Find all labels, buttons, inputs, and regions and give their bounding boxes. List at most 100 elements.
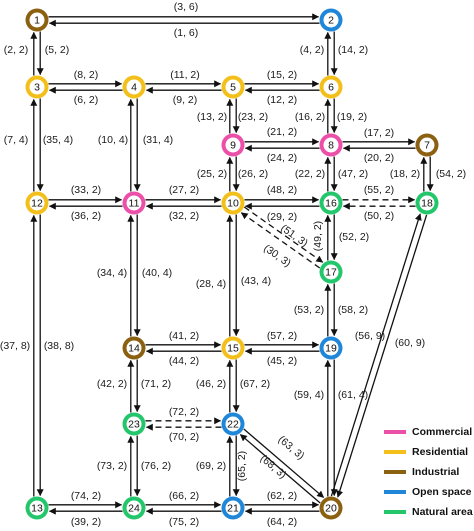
node-label: 10	[227, 197, 239, 209]
link-label-12-to-11: (33, 2)	[71, 184, 101, 196]
legend-swatch	[384, 450, 406, 454]
node-4: 4	[122, 75, 146, 99]
node-12: 12	[25, 191, 49, 215]
link-label-18-to-20: (60, 9)	[395, 337, 425, 349]
link-label-10-to-9: (26, 2)	[238, 168, 268, 180]
link-label-13-to-24: (39, 2)	[71, 516, 101, 528]
link-label-11-to-12: (36, 2)	[71, 210, 101, 222]
link-label-5-to-4: (11, 2)	[170, 69, 200, 81]
node-label: 23	[128, 418, 140, 430]
link-label-14-to-11: (40, 4)	[142, 267, 172, 279]
link-label-24-to-23: (76, 2)	[141, 460, 171, 472]
links-layer: (3, 6) (1, 6) (2, 2) (5, 2) (4, 2) (14, 2) (8,…	[0, 1, 466, 528]
node-8: 8	[319, 133, 343, 157]
link-label-10-to-16: (29, 2)	[267, 211, 297, 223]
link-label-13-to-12: (38, 8)	[44, 340, 74, 352]
node-23: 23	[122, 412, 146, 436]
link-label-1-to-3: (2, 2)	[4, 44, 29, 56]
node-label: 15	[227, 342, 239, 354]
link-label-15-to-19: (45, 2)	[267, 355, 297, 367]
legend-label: Industrial	[412, 466, 459, 478]
legend-item-open-space: Open space	[384, 486, 472, 498]
node-label: 14	[128, 342, 140, 354]
legend: Commercial Residential Industrial Open spac…	[384, 426, 473, 518]
legend-swatch	[384, 430, 406, 434]
link-label-14-to-15: (44, 2)	[169, 355, 199, 367]
legend-label: Commercial	[412, 426, 472, 438]
link-label-19-to-15: (57, 2)	[267, 330, 297, 342]
link-label-11-to-10: (32, 2)	[169, 210, 199, 222]
link-label-18-to-7: (54, 2)	[436, 168, 466, 180]
link-label-4-to-11: (10, 4)	[98, 134, 128, 146]
link-label-8-to-9: (21, 2)	[267, 126, 297, 138]
link-label-9-to-10: (25, 2)	[197, 168, 227, 180]
link-label-16-to-18: (50, 2)	[364, 210, 394, 222]
link-label-15-to-14: (41, 2)	[169, 330, 199, 342]
link-22-to-20	[243, 428, 325, 498]
link-label-9-to-8: (24, 2)	[267, 152, 297, 164]
node-20: 20	[319, 496, 343, 520]
link-label-7-to-8: (17, 2)	[364, 127, 394, 139]
node-10: 10	[221, 191, 245, 215]
link-label-8-to-16: (22, 2)	[295, 168, 325, 180]
node-24: 24	[122, 496, 146, 520]
link-label-22-to-15: (67, 2)	[240, 378, 270, 390]
link-17-to-10	[240, 212, 321, 269]
link-label-15-to-10: (43, 4)	[241, 275, 271, 287]
link-label-22-to-21: (69, 2)	[196, 460, 226, 472]
node-11: 11	[122, 191, 146, 215]
node-2: 2	[319, 8, 343, 32]
node-label: 7	[424, 139, 430, 151]
link-label-12-to-3: (35, 4)	[43, 134, 73, 146]
link-label-24-to-13: (74, 2)	[71, 490, 101, 502]
node-5: 5	[221, 75, 245, 99]
node-label: 3	[34, 81, 40, 93]
legend-item-residential: Residential	[384, 446, 468, 458]
node-17: 17	[319, 260, 343, 284]
legend-label: Natural area	[412, 506, 473, 518]
link-label-19-to-17: (58, 2)	[338, 304, 368, 316]
node-14: 14	[122, 336, 146, 360]
node-label: 4	[131, 81, 137, 93]
node-3: 3	[25, 75, 49, 99]
node-label: 18	[421, 197, 433, 209]
node-16: 16	[319, 191, 343, 215]
link-label-4-to-3: (8, 2)	[74, 69, 99, 81]
link-label-23-to-22: (70, 2)	[169, 431, 199, 443]
node-label: 21	[227, 502, 239, 514]
link-label-10-to-17: (51, 3)	[278, 222, 310, 249]
link-label-3-to-4: (6, 2)	[74, 94, 99, 106]
node-15: 15	[221, 336, 245, 360]
node-21: 21	[221, 496, 245, 520]
node-19: 19	[319, 336, 343, 360]
link-label-10-to-15: (28, 4)	[196, 278, 226, 290]
link-label-17-to-16: (52, 2)	[339, 231, 369, 243]
legend-label: Residential	[412, 446, 468, 458]
link-label-15-to-22: (46, 2)	[196, 378, 226, 390]
link-label-21-to-20: (64, 2)	[267, 516, 297, 528]
link-label-11-to-4: (31, 4)	[143, 134, 173, 146]
link-label-23-to-14: (71, 2)	[141, 378, 171, 390]
node-label: 2	[328, 14, 334, 26]
link-label-22-to-20: (63, 3)	[276, 433, 307, 462]
legend-item-commercial: Commercial	[384, 426, 472, 438]
link-label-5-to-9: (13, 2)	[197, 111, 227, 123]
link-label-7-to-18: (18, 2)	[390, 168, 420, 180]
link-label-3-to-12: (7, 4)	[4, 134, 29, 146]
link-label-11-to-14: (34, 4)	[97, 267, 127, 279]
link-label-16-to-8: (47, 2)	[338, 168, 368, 180]
link-label-14-to-23: (42, 2)	[97, 378, 127, 390]
node-label: 5	[230, 81, 236, 93]
link-label-20-to-21: (62, 2)	[267, 490, 297, 502]
link-label-3-to-1: (5, 2)	[45, 44, 70, 56]
node-22: 22	[221, 412, 245, 436]
link-label-6-to-2: (14, 2)	[338, 44, 368, 56]
link-label-17-to-19: (53, 2)	[294, 304, 324, 316]
node-label: 24	[128, 502, 140, 514]
link-label-2-to-1: (1, 6)	[174, 27, 199, 39]
link-20-to-22	[239, 434, 321, 504]
link-label-17-to-10: (30, 3)	[261, 242, 293, 269]
link-label-20-to-22: (68, 3)	[258, 452, 289, 481]
